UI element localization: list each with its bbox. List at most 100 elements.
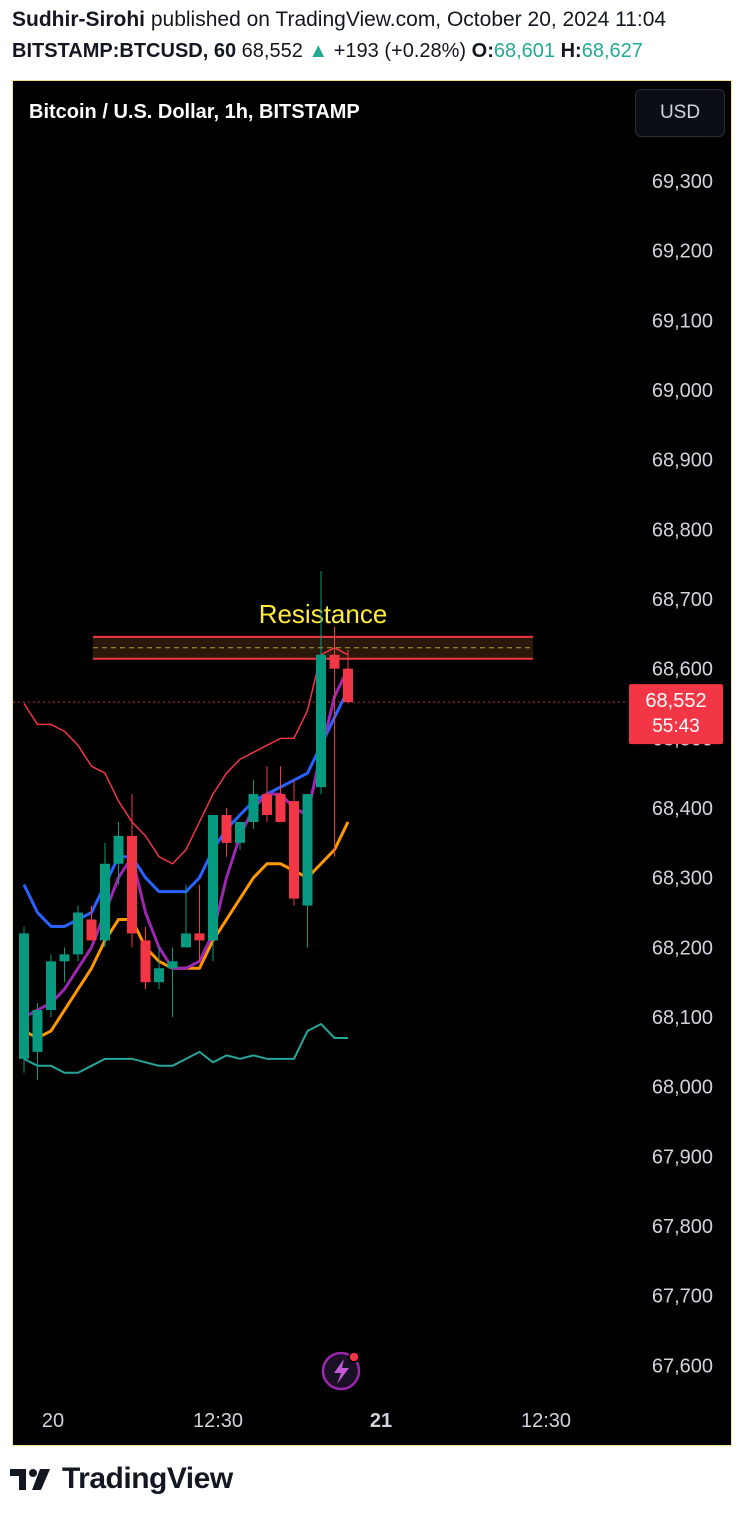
candle: [154, 947, 164, 990]
price-chart[interactable]: 69,300 69,200 69,100 69,000 68,900 68,800 68,7…: [13, 81, 731, 1445]
candle: [329, 626, 340, 857]
candle-body: [59, 954, 70, 962]
bollinger-upper-line: [23, 647, 349, 865]
countdown-label: 55:43: [652, 716, 700, 737]
chart-title: Bitcoin / U.S. Dollar, 1h, BITSTAMP: [29, 101, 360, 123]
symbol-info: BITSTAMP:BTCUSD, 60 68,552 ▲ +193 (+0.28…: [12, 40, 643, 63]
candle: [194, 884, 205, 962]
moving-average-purple: [23, 668, 350, 1019]
candle: [262, 766, 272, 822]
chart-frame[interactable]: 69,300 69,200 69,100 69,000 68,900 68,800 68,7…: [12, 80, 732, 1446]
y-tick-label: 67,900: [652, 1146, 713, 1168]
high-label: H:: [560, 40, 582, 62]
header-price: 68,552: [241, 40, 303, 62]
candle-body: [86, 919, 97, 941]
symbol-name[interactable]: BITSTAMP:BTCUSD, 60: [12, 40, 237, 62]
candle: [59, 947, 70, 983]
lightning-bolt: [334, 1359, 349, 1384]
x-tick-label: 21: [370, 1410, 392, 1432]
y-tick-label: 69,100: [652, 310, 713, 332]
candle-body: [221, 814, 232, 843]
lower-indicator-line: [23, 1023, 348, 1074]
candle: [86, 905, 97, 941]
last-price-box: [629, 684, 723, 745]
currency-button[interactable]: USD: [635, 89, 725, 137]
publish-info: Sudhir-Sirohi published on TradingView.c…: [12, 8, 666, 32]
candle: [113, 821, 124, 885]
candle-body: [19, 933, 29, 1059]
candle-body: [275, 794, 286, 822]
footer: TradingView: [10, 1462, 233, 1496]
candle-body: [289, 801, 299, 899]
candle: [275, 766, 286, 822]
candle-body: [316, 654, 326, 788]
candle-body: [113, 835, 124, 864]
candle: [221, 808, 232, 857]
candle-body: [32, 1010, 43, 1052]
candle-body: [167, 961, 178, 969]
candle-body: [100, 863, 110, 941]
candle: [140, 926, 151, 990]
y-tick-label: 68,200: [652, 937, 713, 959]
resistance-label: Resistance: [259, 599, 388, 629]
candle-body: [194, 933, 205, 941]
author-name[interactable]: Sudhir-Sirohi: [12, 8, 145, 31]
published-text: published on TradingView.com, October 20…: [150, 8, 667, 31]
candle: [316, 571, 326, 795]
y-tick-label: 69,200: [652, 241, 713, 263]
candle: [19, 926, 29, 1073]
open-label: O:: [471, 40, 494, 62]
candle: [32, 1003, 43, 1080]
y-tick-label: 68,600: [652, 659, 713, 681]
candle-body: [181, 933, 191, 948]
brand-name[interactable]: TradingView: [62, 1462, 233, 1495]
notification-dot: [348, 1351, 360, 1363]
y-tick-label: 68,000: [652, 1077, 713, 1099]
high-value: 68,627: [581, 40, 643, 62]
candle-body: [208, 814, 218, 941]
candle-body: [140, 940, 151, 983]
lightning-icon[interactable]: [321, 1351, 361, 1391]
candle-body: [302, 794, 313, 906]
header-change: +193 (+0.28%): [333, 40, 467, 62]
candle-body: [73, 912, 83, 955]
y-tick-label: 67,600: [652, 1355, 713, 1377]
y-tick-label: 68,800: [652, 519, 713, 541]
y-tick-label: 68,400: [652, 798, 713, 820]
y-tick-label: 67,800: [652, 1216, 713, 1238]
tradingview-logo-icon[interactable]: [10, 1466, 54, 1492]
candle: [248, 780, 259, 829]
y-tick-label: 68,700: [652, 589, 713, 611]
y-tick-label: 68,300: [652, 868, 713, 890]
candle: [343, 649, 353, 704]
candle-body: [343, 668, 353, 703]
candle-body: [329, 654, 340, 669]
candle-body: [154, 968, 164, 983]
x-tick-label: 12:30: [193, 1410, 243, 1432]
candle: [46, 954, 56, 1018]
candle: [167, 947, 178, 1018]
y-tick-label: 68,100: [652, 1007, 713, 1029]
y-tick-label: 69,300: [652, 171, 713, 193]
candle: [289, 780, 299, 906]
y-tick-label: 69,000: [652, 380, 713, 402]
candle-body: [262, 794, 272, 815]
candle: [181, 884, 191, 948]
candle-body: [127, 835, 137, 934]
candle: [302, 794, 313, 948]
candle: [127, 794, 137, 948]
y-tick-label: 68,900: [652, 450, 713, 472]
candle-body: [248, 794, 259, 822]
up-arrow-icon: ▲: [308, 40, 329, 62]
y-tick-label: 67,700: [652, 1286, 713, 1308]
candle: [208, 814, 218, 962]
last-price-label: 68,552: [645, 690, 706, 712]
candle: [235, 821, 245, 850]
candle-body: [46, 961, 56, 1011]
candle: [100, 842, 110, 948]
open-value: 68,601: [493, 40, 556, 62]
candle: [73, 905, 83, 962]
x-tick-label: 12:30: [521, 1410, 571, 1432]
x-tick-label: 20: [42, 1410, 64, 1432]
candle-body: [235, 821, 245, 843]
